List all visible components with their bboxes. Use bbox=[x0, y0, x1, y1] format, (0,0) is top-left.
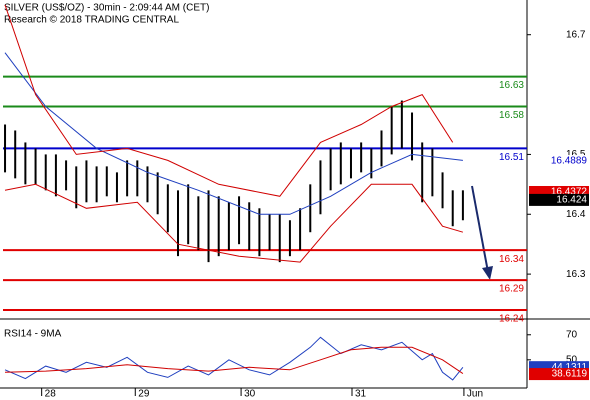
chart-title: SILVER (US$/OZ) - 30min - 2:09:44 AM (CE… bbox=[4, 3, 209, 14]
x-tick-label: 28 bbox=[45, 389, 57, 400]
indicator-line bbox=[4, 4, 454, 197]
price-label: 16.4889 bbox=[551, 156, 588, 167]
x-tick-label: 30 bbox=[244, 389, 256, 400]
price-label-box bbox=[529, 368, 589, 381]
x-tick-label: Jun bbox=[467, 389, 483, 400]
x-tick-label: 29 bbox=[138, 389, 150, 400]
indicator-line bbox=[4, 183, 464, 263]
y-tick-label: 16.7 bbox=[566, 29, 586, 40]
price-label: 44.1311 bbox=[552, 362, 588, 373]
forecast-arrow bbox=[471, 185, 489, 273]
y-tick-label: 50 bbox=[566, 354, 578, 365]
level-label: 16.29 bbox=[499, 284, 524, 295]
y-tick-label: 70 bbox=[566, 329, 578, 340]
y-tick-label: 16.5 bbox=[566, 149, 586, 160]
price-label-box bbox=[529, 155, 589, 168]
price-label: 16.424 bbox=[556, 195, 587, 206]
price-label-box bbox=[529, 193, 589, 206]
y-tick-label: 16.4 bbox=[566, 209, 586, 220]
indicator-line bbox=[4, 336, 464, 381]
price-label: 16.4372 bbox=[551, 187, 588, 198]
chart-subtitle: Research © 2018 TRADING CENTRAL bbox=[4, 15, 179, 26]
panel-title: RSI14 - 9MA bbox=[4, 329, 62, 340]
forecast-arrowhead bbox=[482, 266, 493, 280]
level-label: 16.51 bbox=[499, 152, 524, 163]
price-label: 38.6119 bbox=[552, 369, 588, 380]
level-label: 16.63 bbox=[499, 80, 524, 91]
y-tick-label: 16.3 bbox=[566, 269, 586, 280]
level-label: 16.34 bbox=[499, 254, 524, 265]
level-label: 16.24 bbox=[499, 314, 524, 325]
level-label: 16.58 bbox=[499, 110, 524, 121]
indicator-line bbox=[4, 52, 463, 215]
x-tick-label: 31 bbox=[355, 389, 367, 400]
indicator-line bbox=[4, 346, 464, 375]
